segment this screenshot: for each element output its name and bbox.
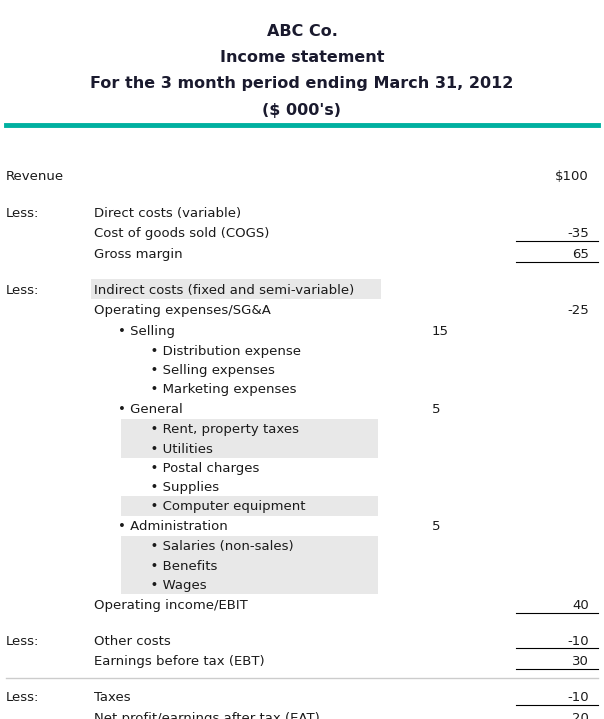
Text: 15: 15 [432, 325, 449, 338]
Bar [121, 496, 378, 516]
Text: 5: 5 [432, 403, 440, 416]
Bar [121, 439, 378, 458]
Text: • Selling: • Selling [118, 325, 175, 338]
Text: ABC Co.: ABC Co. [266, 24, 338, 39]
Text: Gross margin: Gross margin [94, 248, 182, 261]
Text: • Postal charges: • Postal charges [142, 462, 259, 475]
Text: 20: 20 [572, 712, 589, 719]
Text: • Computer equipment: • Computer equipment [142, 500, 306, 513]
Text: Operating income/EBIT: Operating income/EBIT [94, 599, 248, 612]
Text: Earnings before tax (EBT): Earnings before tax (EBT) [94, 656, 264, 669]
Text: • Supplies: • Supplies [142, 481, 219, 494]
Text: Net profit/earnings after tax (EAT): Net profit/earnings after tax (EAT) [94, 712, 320, 719]
Bar [121, 536, 378, 556]
Text: Other costs: Other costs [94, 635, 170, 648]
Bar [121, 419, 378, 439]
Text: • Selling expenses: • Selling expenses [142, 364, 275, 377]
Text: Income statement: Income statement [220, 50, 384, 65]
Text: Taxes: Taxes [94, 691, 130, 704]
Text: 65: 65 [572, 248, 589, 261]
Text: Indirect costs (fixed and semi-variable): Indirect costs (fixed and semi-variable) [94, 284, 354, 297]
Text: Revenue: Revenue [6, 170, 64, 183]
Text: Direct costs (variable): Direct costs (variable) [94, 206, 241, 219]
Text: • General: • General [118, 403, 182, 416]
Text: 5: 5 [432, 521, 440, 533]
Text: 40: 40 [572, 599, 589, 612]
Text: -25: -25 [567, 304, 589, 317]
Text: ($ 000's): ($ 000's) [263, 103, 341, 118]
Text: • Marketing expenses: • Marketing expenses [142, 383, 297, 396]
Text: For the 3 month period ending March 31, 2012: For the 3 month period ending March 31, … [91, 76, 513, 91]
Text: $100: $100 [555, 170, 589, 183]
Bar [121, 574, 378, 594]
Text: -10: -10 [567, 635, 589, 648]
Text: -35: -35 [567, 227, 589, 240]
Bar [121, 556, 378, 574]
Text: 30: 30 [572, 656, 589, 669]
Text: -10: -10 [567, 691, 589, 704]
Text: Less:: Less: [6, 691, 39, 704]
Text: Cost of goods sold (COGS): Cost of goods sold (COGS) [94, 227, 269, 240]
Text: • Utilities: • Utilities [142, 443, 213, 456]
Text: • Distribution expense: • Distribution expense [142, 345, 301, 358]
Bar [91, 279, 381, 299]
Text: Less:: Less: [6, 635, 39, 648]
Text: Less:: Less: [6, 206, 39, 219]
Text: Less:: Less: [6, 284, 39, 297]
Text: Operating expenses/SG&A: Operating expenses/SG&A [94, 304, 271, 317]
Text: • Benefits: • Benefits [142, 559, 217, 572]
Text: • Salaries (non-sales): • Salaries (non-sales) [142, 541, 294, 554]
Text: • Administration: • Administration [118, 521, 228, 533]
Text: • Wages: • Wages [142, 579, 207, 592]
Text: • Rent, property taxes: • Rent, property taxes [142, 423, 299, 436]
